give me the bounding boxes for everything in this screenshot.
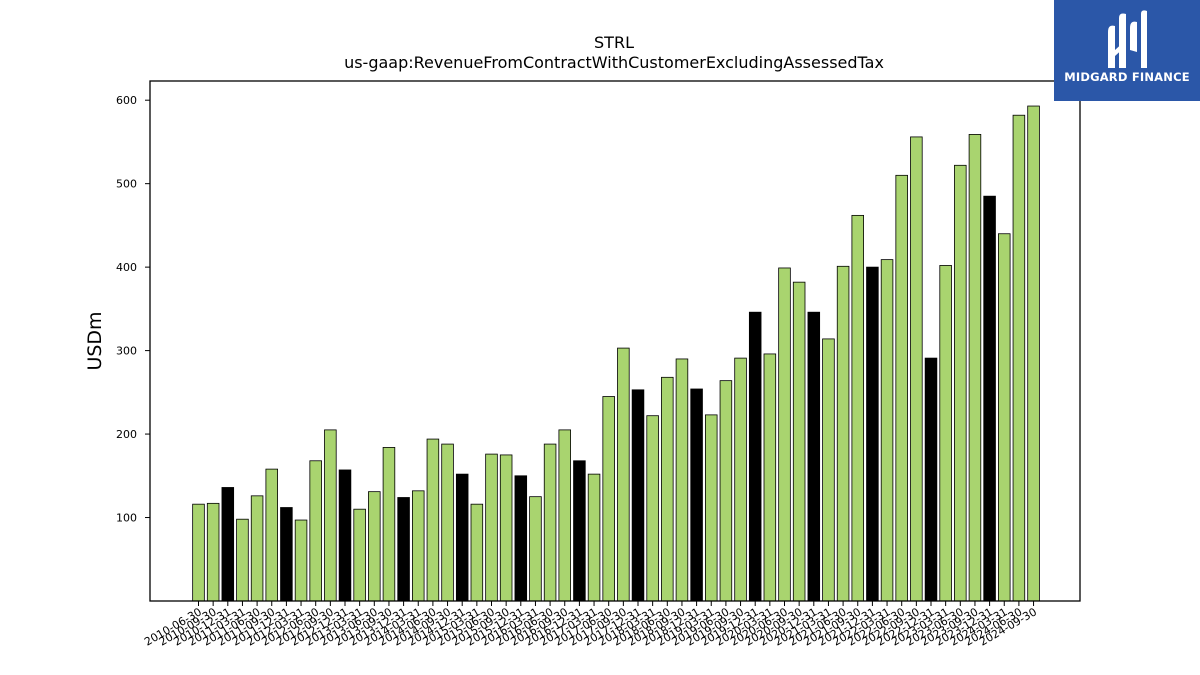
bar-2018-09-30 bbox=[675, 358, 689, 602]
bar-2011-09-30 bbox=[265, 468, 278, 602]
bar-2012-12-31 bbox=[338, 469, 352, 602]
y-tick-label: 600 bbox=[116, 94, 137, 107]
bar-2020-12-31 bbox=[807, 311, 821, 602]
bar-2021-06-30 bbox=[836, 265, 850, 602]
bar-2022-03-31 bbox=[880, 259, 894, 602]
brand-mark-icon bbox=[1108, 10, 1147, 69]
chart-subtitle: us-gaap:RevenueFromContractWithCustomerE… bbox=[344, 53, 884, 72]
bar-2018-12-31 bbox=[690, 388, 703, 602]
y-axis-label: USDm bbox=[84, 311, 106, 370]
bar-2021-03-31 bbox=[822, 338, 835, 602]
bar-2024-06-30 bbox=[1012, 114, 1026, 602]
bar-2024-03-31 bbox=[998, 233, 1011, 602]
bar-2020-06-30 bbox=[778, 267, 791, 602]
bar-2022-09-30 bbox=[910, 136, 923, 602]
bar-2017-03-31 bbox=[587, 473, 601, 602]
y-tick-label: 100 bbox=[116, 512, 137, 525]
y-tick-label: 300 bbox=[116, 345, 137, 358]
y-axis-ticks: 100 200 300 400 500 600 bbox=[116, 94, 150, 525]
bar-2019-06-30 bbox=[719, 380, 733, 602]
bar-2014-12-31 bbox=[455, 473, 469, 602]
chart-title: STRL bbox=[594, 33, 634, 52]
bar-2022-12-31 bbox=[924, 357, 938, 602]
bar-2013-06-30 bbox=[368, 491, 381, 602]
bar-2021-09-30 bbox=[851, 214, 865, 602]
bars-group bbox=[192, 105, 1040, 602]
y-tick-label: 500 bbox=[116, 178, 137, 191]
bar-2011-06-30 bbox=[250, 495, 264, 602]
bar-2014-09-30 bbox=[441, 443, 454, 602]
bar-2019-03-31 bbox=[705, 414, 718, 602]
bar-2023-03-31 bbox=[939, 265, 952, 602]
plot-frame bbox=[149, 80, 1081, 602]
bar-2012-03-31 bbox=[294, 519, 308, 602]
bar-2018-06-30 bbox=[661, 376, 674, 602]
bar-2012-09-30 bbox=[324, 429, 337, 602]
bar-2015-12-31 bbox=[514, 475, 528, 602]
x-axis-ticks: 2010-06-302010-09-302010-12-312011-03-31… bbox=[142, 601, 1039, 649]
bar-2023-12-31 bbox=[983, 195, 996, 602]
bar-2022-06-30 bbox=[895, 174, 908, 602]
bar-2013-03-31 bbox=[353, 508, 366, 602]
brand-logo: MIDGARD FINANCE bbox=[1054, 0, 1200, 101]
bar-2016-03-31 bbox=[529, 496, 542, 602]
bar-2015-09-30 bbox=[499, 454, 513, 602]
bar-2019-12-31 bbox=[748, 311, 762, 602]
bar-2024-09-30 bbox=[1027, 105, 1040, 602]
y-tick-label: 400 bbox=[116, 261, 137, 274]
bar-2011-03-31 bbox=[236, 518, 249, 602]
bar-2019-09-30 bbox=[734, 357, 747, 602]
bar-2010-06-30 bbox=[192, 503, 205, 602]
bar-2016-12-31 bbox=[573, 460, 586, 602]
bar-2015-03-31 bbox=[470, 503, 484, 602]
bar-2020-09-30 bbox=[792, 281, 806, 602]
bar-2010-12-31 bbox=[221, 487, 235, 602]
bar-2014-03-31 bbox=[411, 490, 425, 602]
bar-2021-12-31 bbox=[866, 266, 879, 602]
y-tick-label: 200 bbox=[116, 428, 137, 441]
bar-2015-06-30 bbox=[485, 453, 498, 602]
bar-2012-06-30 bbox=[309, 460, 322, 602]
bar-2023-09-30 bbox=[968, 134, 982, 602]
bar-2016-09-30 bbox=[558, 429, 572, 602]
bar-2014-06-30 bbox=[426, 438, 440, 602]
bar-2016-06-30 bbox=[543, 443, 557, 602]
bar-2017-06-30 bbox=[602, 396, 615, 602]
bar-2020-03-31 bbox=[763, 353, 777, 602]
bar-2023-06-30 bbox=[954, 164, 967, 602]
bar-2011-12-31 bbox=[280, 507, 293, 602]
bar-2017-09-30 bbox=[617, 347, 630, 602]
bar-2013-12-31 bbox=[397, 497, 410, 602]
bar-2018-03-31 bbox=[646, 415, 659, 602]
brand-name: MIDGARD FINANCE bbox=[1064, 70, 1190, 84]
bar-2017-12-31 bbox=[631, 389, 645, 602]
bar-2010-09-30 bbox=[206, 502, 220, 602]
bar-2013-09-30 bbox=[382, 447, 396, 602]
